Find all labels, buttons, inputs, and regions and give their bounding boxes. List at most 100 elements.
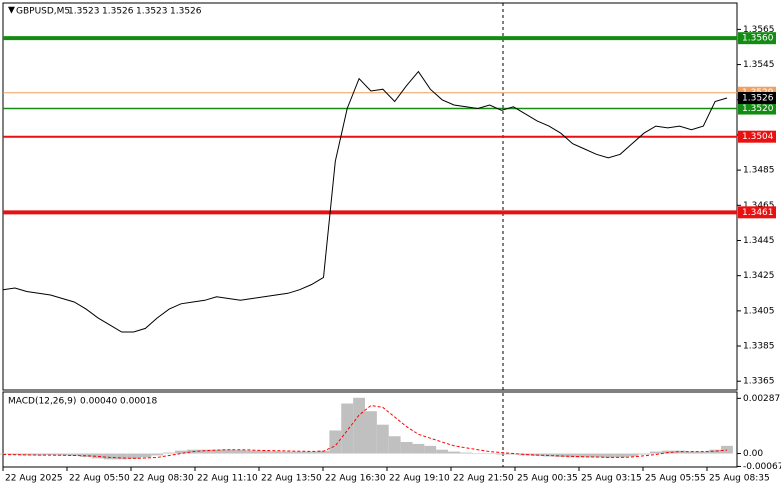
x-tick-label: 22 Aug 05:50	[69, 474, 130, 484]
macd-bar	[115, 453, 128, 460]
price-line	[2, 70, 728, 333]
y-tick-label: 1.3365	[743, 377, 775, 387]
y-tick-label: 0.00	[743, 449, 763, 459]
last-price-bg	[738, 91, 776, 104]
macd-bar	[388, 436, 401, 454]
macd-bar	[448, 451, 460, 454]
ohlc-value: 1.3526	[102, 7, 134, 17]
macd-panel	[2, 391, 738, 468]
macd-bar	[590, 453, 603, 458]
x-tick-label: 25 Aug 05:55	[645, 474, 706, 484]
x-tick-label: 22 Aug 16:30	[325, 474, 386, 484]
x-tick-label: 25 Aug 03:15	[581, 474, 642, 484]
macd-bar	[602, 453, 615, 458]
macd-bar	[614, 453, 627, 458]
macd-bar	[365, 411, 377, 454]
y-tick-label: 1.3385	[743, 342, 775, 352]
macd-bar	[543, 453, 555, 457]
macd-bar	[222, 449, 235, 454]
macd-bar	[246, 450, 259, 454]
macd-bar	[341, 403, 354, 454]
y-tick-label: 1.3565	[743, 25, 775, 35]
x-tick-label: 25 Aug 08:35	[709, 474, 770, 484]
macd-readout: 0.00018	[120, 397, 157, 407]
y-tick-label: 0.00287	[743, 394, 780, 404]
last-price-label: 1.3526	[742, 93, 774, 103]
macd-bar	[459, 452, 472, 454]
macd-bar	[270, 451, 282, 454]
macd-bar	[673, 450, 686, 454]
ohlc-value: 1.3523	[136, 7, 168, 17]
y-tick-label: 1.3405	[743, 306, 775, 316]
level-label-bg	[738, 32, 776, 45]
macd-bar	[103, 453, 116, 460]
macd-bar	[626, 453, 638, 457]
macd-bar	[376, 424, 389, 454]
x-tick-label: 22 Aug 08:30	[133, 474, 194, 484]
macd-bar	[471, 453, 484, 455]
macd-bar	[127, 453, 140, 459]
x-tick-label: 22 Aug 2025	[5, 474, 63, 484]
y-tick-label: 1.3545	[743, 60, 775, 70]
macd-bar	[68, 453, 81, 456]
macd-bar	[175, 450, 187, 454]
macd-bar	[649, 451, 662, 454]
macd-bar	[281, 451, 294, 454]
macd-bar	[139, 453, 152, 458]
macd-bar	[151, 453, 164, 456]
symbol: GBPUSD,M5	[16, 7, 70, 17]
macd-bar	[661, 450, 674, 454]
macd-bar	[32, 453, 45, 456]
macd-bar	[685, 451, 698, 454]
macd-bar	[329, 430, 342, 454]
macd-title: MACD(12,26,9)	[8, 397, 76, 407]
macd-bar	[697, 451, 710, 454]
macd-bar	[198, 449, 211, 454]
x-tick-label: 22 Aug 21:50	[453, 474, 514, 484]
level-label: 1.3504	[742, 132, 774, 142]
level-label: 1.3520	[742, 104, 774, 114]
macd-bar	[210, 449, 223, 454]
level-label: 1.3461	[742, 208, 774, 218]
level-label-bg	[738, 130, 776, 143]
macd-bar	[0, 453, 9, 455]
macd-bar	[412, 443, 425, 454]
macd-bar	[305, 451, 318, 454]
y-tick-label: 1.3465	[743, 201, 775, 211]
macd-bar	[721, 445, 733, 454]
macd-bar	[400, 442, 413, 454]
macd-bar	[424, 445, 437, 454]
macd-bar	[578, 453, 591, 458]
macd-bar	[20, 453, 33, 456]
macd-bar	[317, 450, 330, 454]
macd-bar	[554, 453, 567, 457]
macd-bar	[483, 453, 496, 455]
y-tick-label: 1.3485	[743, 166, 775, 176]
y-tick-label: 1.3425	[743, 271, 775, 281]
macd-readout: 0.00040	[80, 397, 117, 407]
macd-bar	[709, 449, 722, 454]
macd-bar	[637, 453, 650, 455]
level-label-bg	[738, 206, 776, 219]
macd-bar	[258, 450, 271, 454]
macd-bar	[507, 453, 520, 455]
macd-bar	[56, 453, 69, 456]
macd-bar	[519, 453, 532, 456]
symbol-marker: ▼	[8, 6, 15, 16]
macd-bar	[44, 453, 57, 456]
macd-bar	[566, 453, 579, 458]
macd-bar	[353, 397, 365, 454]
y-tick-label: 1.3445	[743, 236, 775, 246]
level-label-bg	[738, 102, 776, 115]
macd-bar	[495, 453, 508, 455]
x-tick-label: 22 Aug 19:10	[389, 474, 450, 484]
macd-bar	[92, 453, 104, 459]
macd-bar	[436, 449, 449, 454]
macd-bar	[234, 450, 247, 454]
signal-line	[2, 404, 728, 459]
macd-bar	[80, 453, 93, 457]
x-tick-label: 22 Aug 13:50	[261, 474, 322, 484]
x-tick-label: 25 Aug 00:35	[517, 474, 578, 484]
macd-bar	[293, 451, 306, 454]
